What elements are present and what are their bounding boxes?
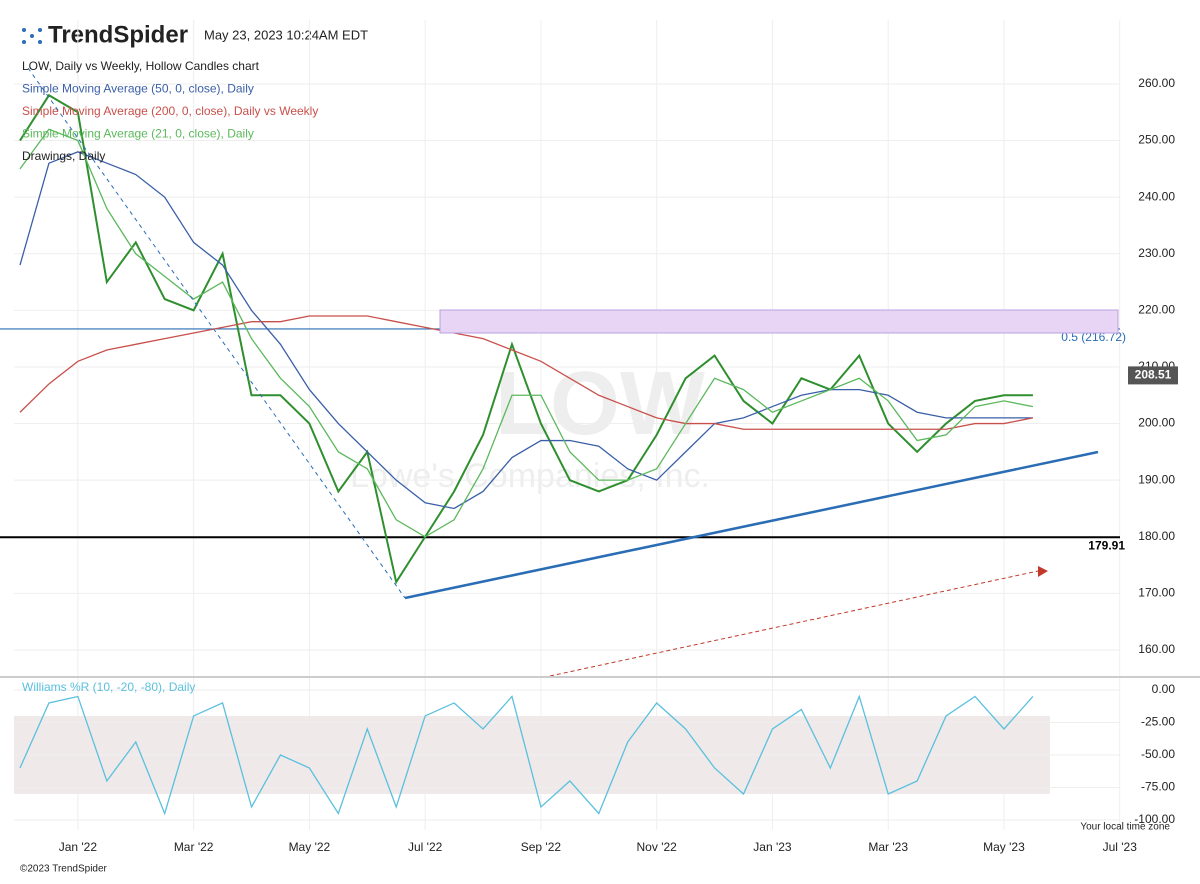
copyright: ©2023 TrendSpider <box>20 864 108 875</box>
x-tick-label: May '23 <box>983 840 1025 854</box>
y-tick-label: -25.00 <box>1141 715 1175 729</box>
watermark-symbol: LOW <box>495 354 705 454</box>
x-tick-label: Nov '22 <box>637 840 678 854</box>
x-tick-label: Mar '22 <box>174 840 214 854</box>
legend-entry: Drawings, Daily <box>22 149 105 163</box>
series-line <box>19 315 1034 430</box>
y-tick-label: 250.00 <box>1138 133 1175 147</box>
series-line <box>19 694 1034 816</box>
y-tick-label: 220.00 <box>1138 303 1175 317</box>
y-tick-label: 190.00 <box>1138 472 1175 486</box>
resistance-zone <box>439 309 1119 334</box>
series-line <box>19 151 1033 510</box>
legend-entry: Williams %R (10, -20, -80), Daily <box>22 680 195 694</box>
trendline <box>404 450 1099 600</box>
y-tick-label: -50.00 <box>1141 747 1175 761</box>
brand: TrendSpider <box>48 21 188 48</box>
x-tick-label: Jul '22 <box>408 840 443 854</box>
y-tick-label: 260.00 <box>1138 76 1175 90</box>
legend-entry: Simple Moving Average (50, 0, close), Da… <box>22 82 254 96</box>
x-tick-label: Sep '22 <box>521 840 562 854</box>
series-line <box>19 128 1034 538</box>
level-label: 0.5 (216.72) <box>1061 330 1126 344</box>
y-tick-label: 240.00 <box>1138 189 1175 203</box>
legend-entry: Simple Moving Average (21, 0, close), Da… <box>22 127 254 141</box>
projection-arrow <box>1038 566 1048 577</box>
legend-entry: LOW, Daily vs Weekly, Hollow Candles cha… <box>22 59 260 73</box>
y-tick-label: -100.00 <box>1134 812 1175 826</box>
y-tick-label: 170.00 <box>1138 586 1175 600</box>
watermark-company: Lowe's Companies, Inc. <box>350 457 710 495</box>
y-tick-label: 230.00 <box>1138 246 1175 260</box>
x-tick-label: Jan '22 <box>59 840 98 854</box>
y-tick-label: 200.00 <box>1138 416 1175 430</box>
price-tag-label: 208.51 <box>1135 368 1172 382</box>
y-tick-label: -75.00 <box>1141 780 1175 794</box>
timestamp: May 23, 2023 10:24AM EDT <box>204 27 368 42</box>
series-line <box>19 93 1033 585</box>
x-tick-label: Jul '23 <box>1103 840 1138 854</box>
y-tick-label: 180.00 <box>1138 529 1175 543</box>
projection-line <box>549 570 1039 677</box>
y-tick-label: 160.00 <box>1138 642 1175 656</box>
y-tick-label: 0.00 <box>1152 682 1176 696</box>
x-tick-label: May '22 <box>289 840 331 854</box>
legend-entry: Simple Moving Average (200, 0, close), D… <box>22 104 318 118</box>
timezone: Your local time zone <box>1080 822 1170 833</box>
plot-area: Jan '22 Mar '22 May '22 Jul '22 Sep '22 Nov '… <box>0 20 1178 854</box>
price-tag <box>1128 366 1178 385</box>
x-tick-label: Mar '23 <box>868 840 908 854</box>
logo <box>22 28 42 44</box>
x-tick-label: Jan '23 <box>753 840 792 854</box>
level-label: 179.91 <box>1088 538 1125 552</box>
